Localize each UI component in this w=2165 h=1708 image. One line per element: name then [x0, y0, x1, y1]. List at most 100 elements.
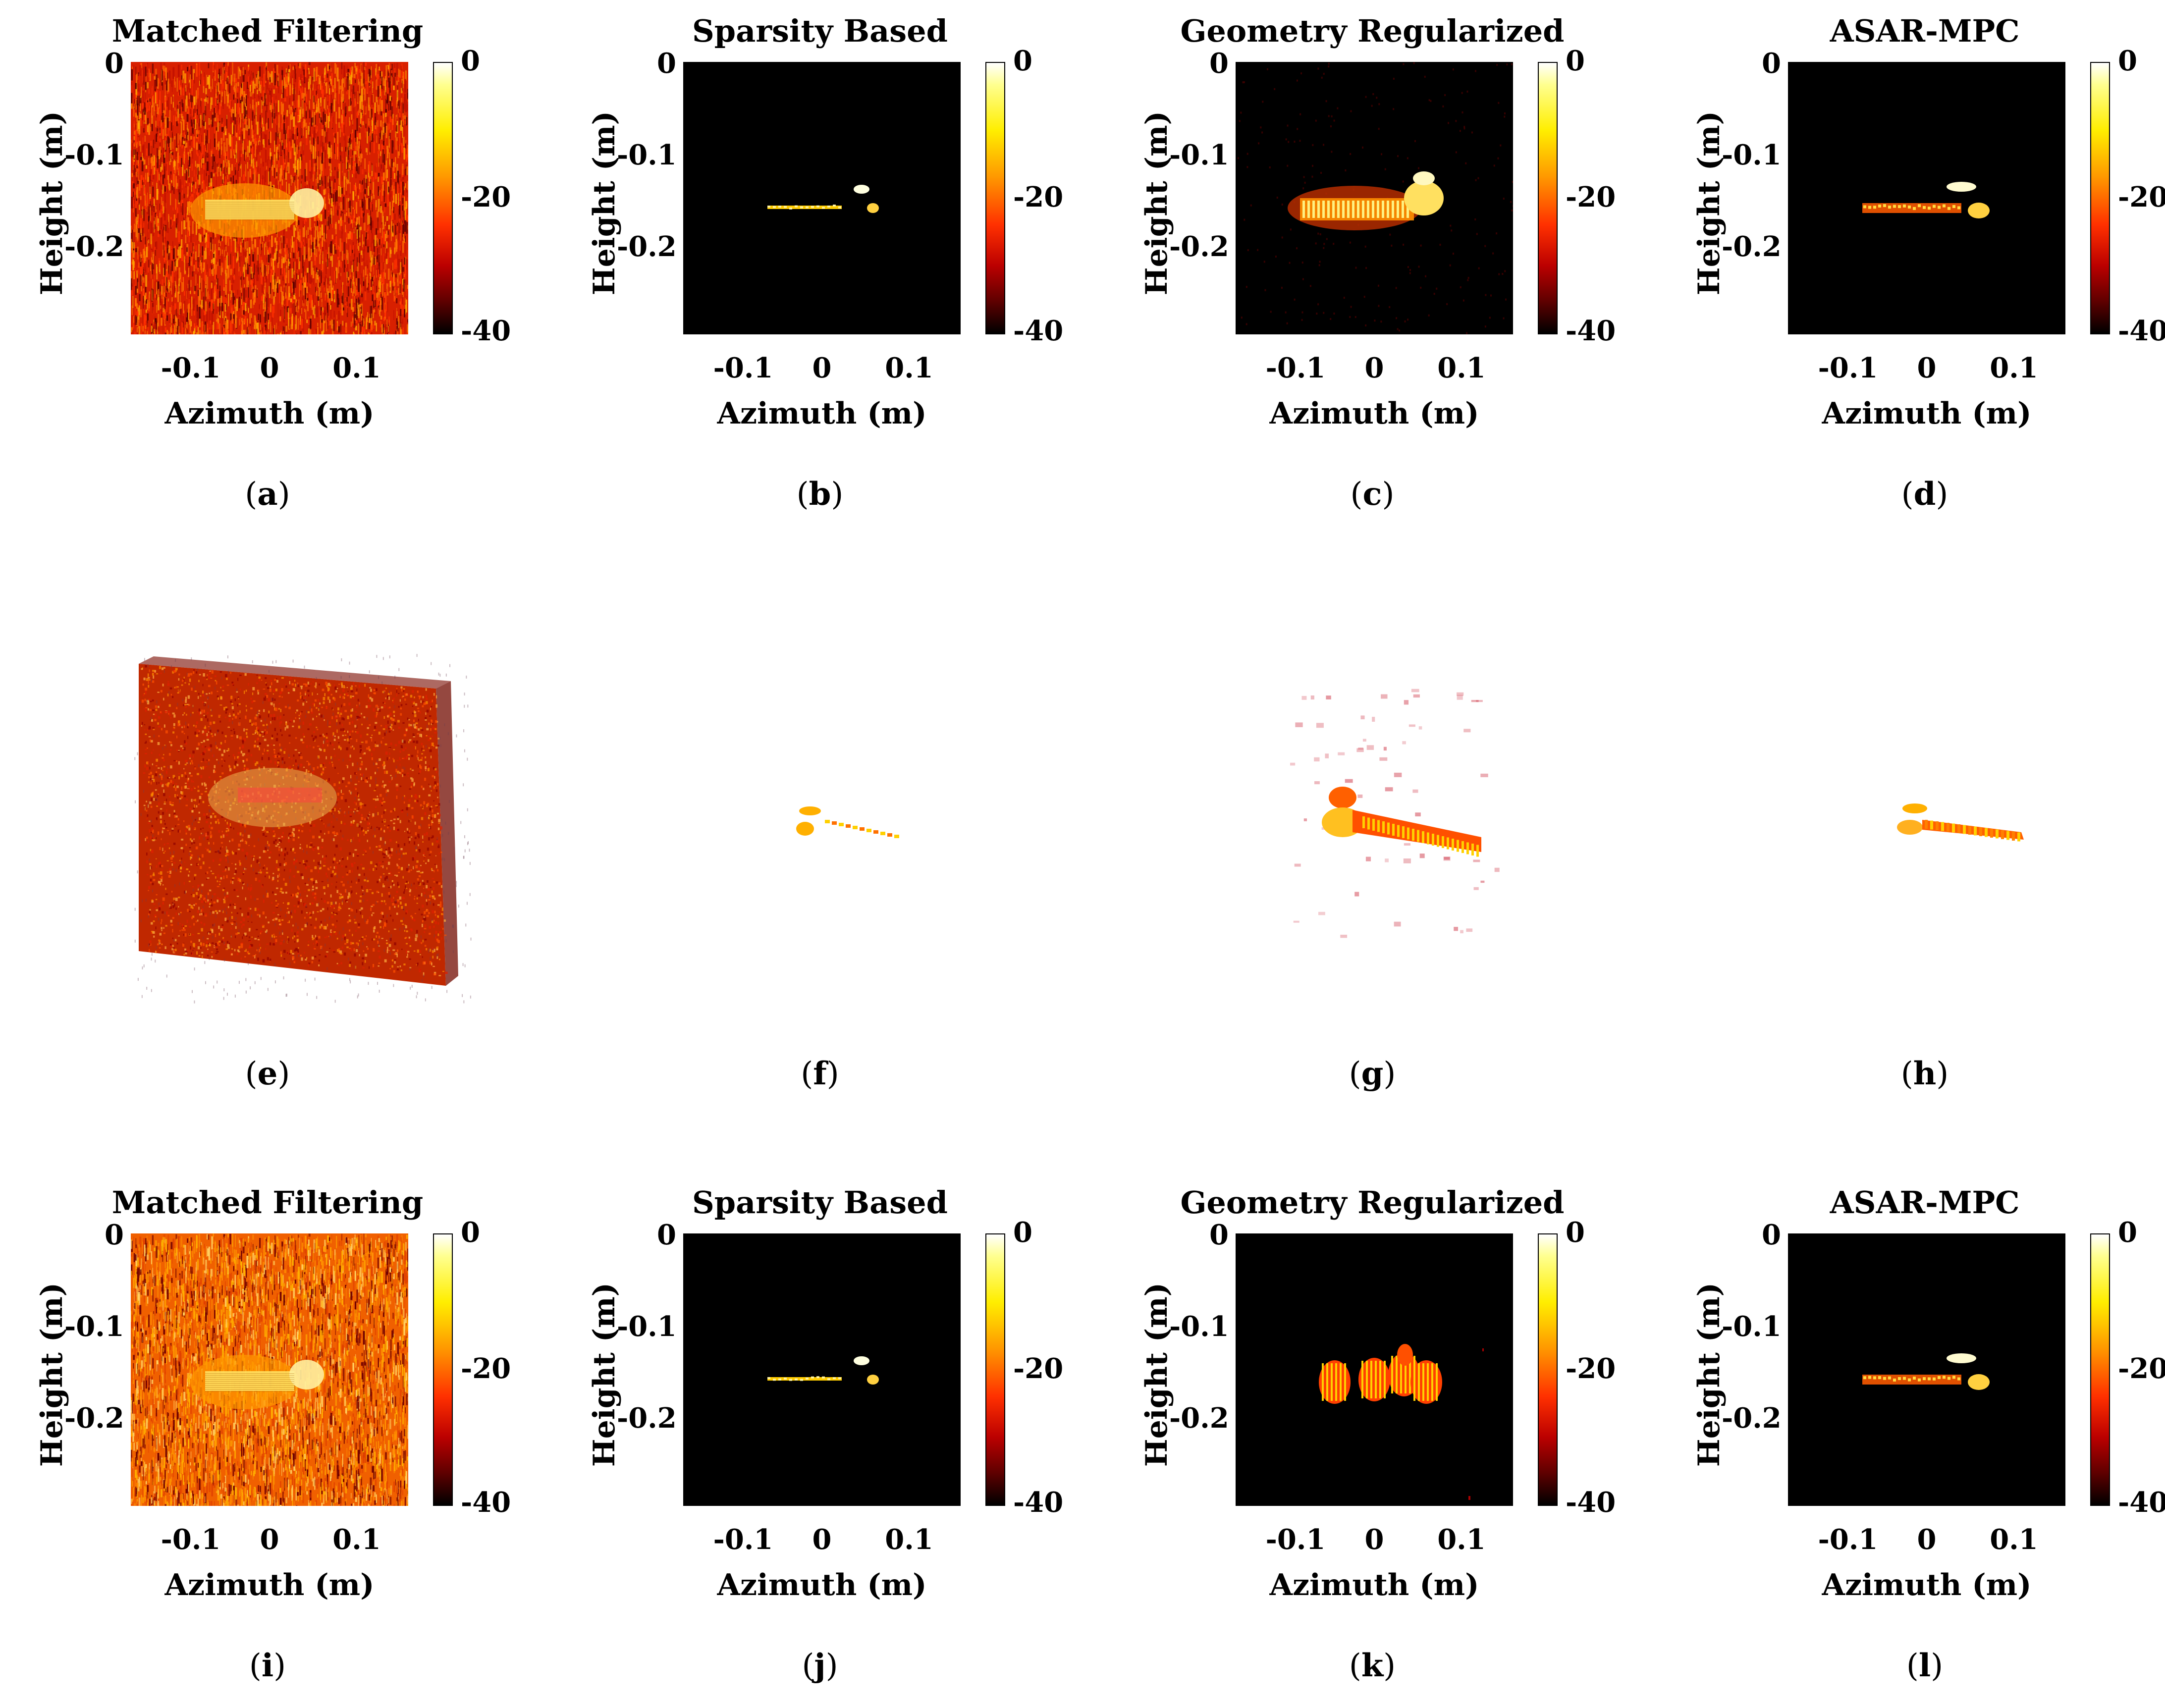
- x-tick-label: 0: [1364, 1523, 1384, 1556]
- subfigure-caption: (a): [245, 476, 290, 513]
- x-tick-label: 0.1: [1990, 1523, 2038, 1556]
- radar-image-svg: [683, 1233, 961, 1506]
- panel-l: ASAR-MPC Height (m) 0 -0.1 -0.2 0 -20 -40 -0.1 0 0…: [1677, 1184, 2165, 1707]
- subfigure-caption: (d): [1901, 476, 1948, 513]
- radar-image-svg: [683, 62, 961, 334]
- y-axis-label: Height (m): [1139, 110, 1174, 296]
- caption-letter: d: [1913, 476, 1936, 513]
- panel-title: Geometry Regularized: [1180, 13, 1565, 49]
- volume-render: [1290, 689, 1500, 938]
- radar-image: [683, 62, 961, 334]
- x-axis-label: Azimuth (m): [1269, 1568, 1479, 1602]
- colorbar-tick-label: -20: [2118, 181, 2165, 214]
- subfigure-caption: (b): [796, 476, 844, 513]
- x-axis-label: Azimuth (m): [1822, 1568, 2032, 1602]
- colorbar-tick-label: -20: [1566, 1352, 1616, 1385]
- y-tick-label: 0: [657, 1219, 676, 1251]
- x-tick-label: 0: [812, 1523, 832, 1556]
- colorbar-tick-label: -40: [2118, 315, 2165, 347]
- y-tick-label: -0.2: [617, 1402, 677, 1435]
- colorbar-tick-label: 0: [1566, 1216, 1585, 1249]
- x-tick-label: 0.1: [1437, 352, 1486, 384]
- y-tick-label: 0: [105, 1219, 124, 1251]
- volume-render: [134, 654, 472, 1004]
- panel-a: Matched Filtering Height (m) 0 -0.1 -0.2 0 -20…: [20, 13, 570, 535]
- subfigure-caption: (i): [249, 1647, 286, 1684]
- colorbar: [433, 1233, 453, 1506]
- x-tick-label: -0.1: [161, 1523, 221, 1556]
- radar-image-svg: [131, 62, 408, 334]
- caption-letter: f: [813, 1055, 827, 1092]
- colorbar-tick-label: -40: [1013, 315, 1064, 347]
- x-tick-label: -0.1: [1818, 352, 1878, 384]
- volume-render: [1897, 803, 2024, 842]
- x-tick-label: -0.1: [713, 352, 773, 384]
- x-axis-label: Azimuth (m): [717, 1568, 927, 1602]
- y-tick-label: -0.1: [1722, 139, 1782, 171]
- colorbar-tick-label: 0: [1013, 45, 1032, 77]
- colorbar-tick-label: -40: [2118, 1486, 2165, 1519]
- caption-letter: k: [1361, 1647, 1384, 1684]
- x-tick-label: 0.1: [332, 1523, 381, 1556]
- radar-image-svg: [1788, 1233, 2065, 1506]
- x-tick-label: 0.1: [1990, 352, 2038, 384]
- panel-title: Sparsity Based: [692, 1184, 948, 1221]
- y-tick-label: -0.2: [64, 230, 124, 263]
- colorbar-tick-label: -40: [1566, 1486, 1616, 1519]
- x-tick-label: 0.1: [885, 352, 933, 384]
- y-tick-label: 0: [1209, 47, 1229, 80]
- caption-letter: b: [809, 476, 831, 513]
- radar-image: [1236, 62, 1513, 334]
- subfigure-caption: (c): [1350, 476, 1395, 513]
- y-axis-label: Height (m): [587, 1282, 622, 1467]
- colorbar-tick-label: 0: [1566, 45, 1585, 77]
- x-axis-label: Azimuth (m): [164, 396, 375, 431]
- y-tick-label: -0.1: [64, 1310, 124, 1343]
- x-tick-label: 0.1: [885, 1523, 933, 1556]
- radar-image-svg: [131, 1233, 408, 1506]
- y-axis-label: Height (m): [35, 110, 69, 296]
- colorbar-tick-label: -20: [1013, 1352, 1064, 1385]
- panel-h: (h): [1677, 629, 2165, 1149]
- y-tick-label: -0.2: [1722, 1402, 1782, 1435]
- subfigure-caption: (h): [1900, 1055, 1949, 1092]
- colorbar-tick-label: -20: [1566, 181, 1616, 214]
- panel-title: Sparsity Based: [692, 13, 948, 49]
- y-axis-label: Height (m): [35, 1282, 69, 1467]
- colorbar-tick-label: 0: [1013, 1216, 1032, 1249]
- colorbar-tick-label: 0: [461, 1216, 480, 1249]
- colorbar: [985, 1233, 1005, 1506]
- panel-b: Sparsity Based Height (m) 0 -0.1 -0.2 0 -20 -40…: [572, 13, 1122, 535]
- y-tick-label: -0.1: [1169, 1310, 1229, 1343]
- radar-image-svg: [1788, 62, 2065, 334]
- caption-letter: h: [1913, 1055, 1937, 1092]
- y-tick-label: -0.1: [1169, 139, 1229, 171]
- x-tick-label: -0.1: [713, 1523, 773, 1556]
- x-tick-label: 0: [812, 352, 832, 384]
- colorbar-tick-label: -20: [461, 181, 511, 214]
- panel-k: Geometry Regularized Height (m) 0 -0.1 -0.2 0…: [1125, 1184, 1675, 1707]
- y-tick-label: 0: [1762, 47, 1781, 80]
- y-axis-label: Height (m): [1139, 1282, 1174, 1467]
- x-tick-label: 0: [260, 1523, 279, 1556]
- panel-title: Matched Filtering: [111, 13, 424, 49]
- x-tick-label: 0: [260, 352, 279, 384]
- subfigure-caption: (k): [1349, 1647, 1396, 1684]
- y-tick-label: -0.1: [1722, 1310, 1782, 1343]
- caption-letter: c: [1362, 476, 1382, 513]
- volume-render: [796, 806, 899, 838]
- caption-letter: j: [814, 1647, 826, 1684]
- y-axis-label: Height (m): [1692, 1282, 1727, 1467]
- x-axis-label: Azimuth (m): [1822, 396, 2032, 431]
- radar-image: [131, 62, 408, 334]
- y-tick-label: -0.2: [64, 1402, 124, 1435]
- radar-image-svg: [1236, 1233, 1513, 1506]
- y-tick-label: -0.2: [1169, 230, 1229, 263]
- colorbar-tick-label: 0: [2118, 45, 2137, 77]
- y-tick-label: -0.2: [1169, 1402, 1229, 1435]
- colorbar-tick-label: 0: [461, 45, 480, 77]
- colorbar: [433, 62, 453, 334]
- panel-title: ASAR-MPC: [1830, 1184, 2020, 1221]
- caption-letter: l: [1918, 1647, 1931, 1684]
- colorbar-tick-label: -20: [461, 1352, 511, 1385]
